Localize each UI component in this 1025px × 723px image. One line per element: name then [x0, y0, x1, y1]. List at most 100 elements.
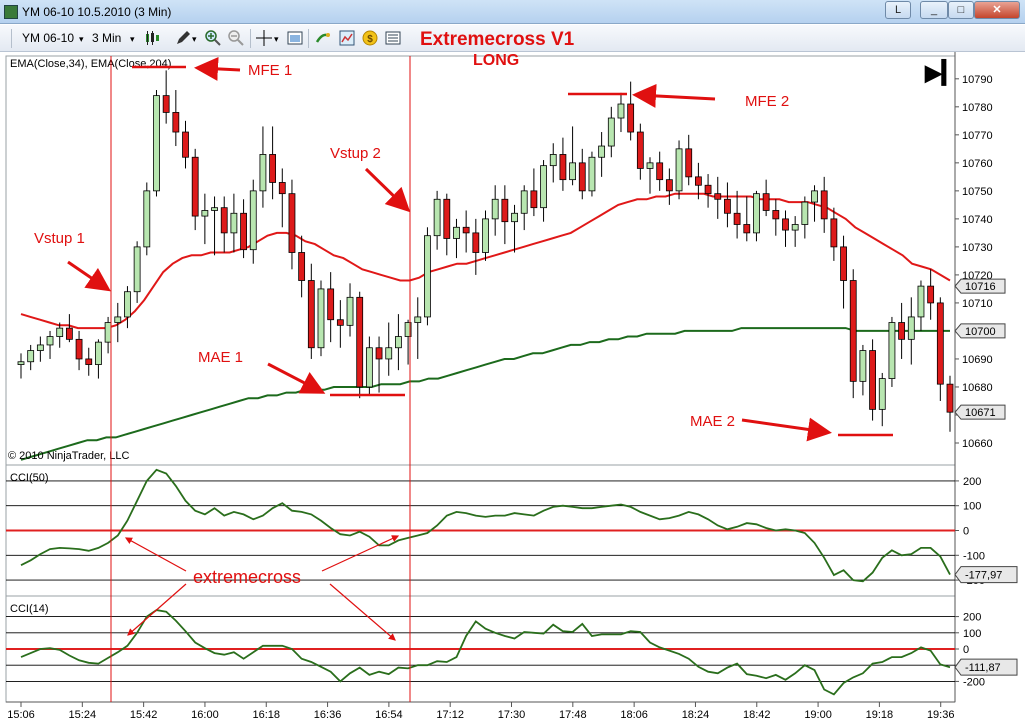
candle-body: [385, 347, 393, 360]
x-tick-label: 19:00: [804, 709, 832, 721]
candle-body: [288, 193, 296, 253]
annotation-arrow: [124, 537, 187, 572]
candle-body: [36, 344, 44, 351]
candle-body: [743, 224, 751, 234]
candle-body: [27, 350, 35, 363]
candle-body: [114, 316, 122, 323]
chevron-down-icon[interactable]: ▾: [274, 34, 279, 44]
price-tick-label: 10740: [962, 214, 993, 226]
x-tick-label: 16:00: [191, 709, 219, 721]
crosshair-icon[interactable]: [256, 30, 272, 46]
candle-body: [259, 154, 267, 192]
candle-body: [772, 210, 780, 220]
interval-selector[interactable]: 3 Min: [92, 31, 122, 45]
candle-body: [317, 288, 325, 349]
candle-body: [898, 322, 906, 340]
candle-body: [307, 280, 315, 349]
strategy-icon[interactable]: [315, 30, 331, 46]
price-tick-label: 10690: [962, 354, 993, 366]
candle-body: [578, 162, 586, 192]
toolbar-separator: [11, 29, 12, 48]
candle-body: [230, 212, 238, 234]
cci-tick-label: 200: [963, 476, 981, 488]
candle-body: [201, 210, 209, 217]
candle-body: [588, 156, 596, 192]
candle-body: [646, 162, 654, 169]
candle-body: [104, 322, 112, 343]
x-tick-label: 19:18: [866, 709, 894, 721]
candle-body: [849, 280, 857, 382]
chart-area[interactable]: 1066010670106801069010700107101072010730…: [0, 52, 1025, 723]
close-button[interactable]: ✕: [974, 1, 1020, 19]
candle-body: [782, 218, 789, 231]
candle-body: [65, 327, 73, 340]
properties-icon[interactable]: [287, 30, 303, 46]
title-bar[interactable]: YM 06-10 10.5.2010 (3 Min) L _ □ ✕: [0, 0, 1025, 24]
ema204-line: [20, 327, 950, 461]
chart-background: [0, 52, 1025, 723]
annotation-arrow: [267, 362, 326, 394]
x-tick-label: 15:06: [7, 709, 35, 721]
candle-body: [724, 198, 731, 214]
minimize-button[interactable]: _: [920, 1, 948, 19]
chart-trader-icon[interactable]: [339, 30, 355, 46]
link-button[interactable]: L: [885, 1, 911, 19]
annotation-arrow: [321, 535, 400, 572]
candle-body: [762, 193, 770, 211]
candle-body: [404, 322, 412, 337]
candle-body: [685, 148, 693, 178]
chevron-down-icon[interactable]: ▾: [130, 34, 135, 44]
cci-value-marker: [954, 658, 1018, 676]
maximize-button[interactable]: □: [948, 1, 974, 19]
candle-body: [298, 252, 306, 281]
candle-body: [559, 154, 567, 181]
annotation-mae1: MAE 1: [198, 349, 243, 366]
annotation-arrow: [67, 260, 111, 292]
cci-tick-label: 0: [963, 644, 969, 656]
svg-text:$: $: [367, 34, 373, 45]
candlestick-icon[interactable]: [144, 30, 160, 46]
candle-body: [365, 347, 373, 388]
candle-body: [346, 296, 354, 326]
dollar-icon[interactable]: $: [362, 30, 378, 46]
pencil-icon[interactable]: [175, 30, 191, 46]
candle-body: [801, 201, 809, 225]
candle-body: [627, 103, 635, 133]
candle-body: [549, 154, 557, 167]
candle-body: [878, 378, 886, 410]
annotation-arrow: [127, 583, 187, 636]
zoom-in-icon[interactable]: [205, 30, 221, 46]
candle-body: [869, 350, 876, 410]
candle-body: [220, 207, 228, 234]
price-panel-title: EMA(Close,34), EMA(Close,204): [10, 58, 171, 70]
candle-body: [46, 336, 54, 346]
price-tick-label: 10760: [962, 158, 993, 170]
candle-body: [182, 131, 189, 158]
candle-body: [607, 117, 615, 147]
toolbar-separator: [250, 29, 251, 48]
annotation-direction: LONG: [473, 52, 520, 69]
candle-body: [501, 198, 509, 223]
cci-tick-label: 100: [963, 501, 981, 513]
annotation-vstup2: Vstup 2: [330, 145, 381, 162]
candle-body: [675, 148, 683, 192]
candle-body: [946, 383, 954, 413]
candle-body: [433, 198, 441, 237]
x-tick-label: 18:06: [620, 709, 648, 721]
candle-body: [598, 145, 606, 158]
candle-body: [249, 190, 257, 251]
data-box-icon[interactable]: [385, 30, 401, 46]
instrument-selector[interactable]: YM 06-10: [22, 31, 75, 45]
candle-body: [636, 131, 644, 169]
candle-body: [540, 165, 547, 209]
candle-body: [704, 184, 712, 195]
candle-body: [520, 190, 528, 214]
zoom-out-icon[interactable]: [228, 30, 244, 46]
annotation-arrow: [329, 583, 396, 641]
chevron-down-icon[interactable]: ▾: [192, 34, 197, 44]
candle-body: [395, 336, 402, 349]
candle-body: [75, 338, 83, 360]
candle-body: [133, 246, 141, 293]
x-tick-label: 16:18: [252, 709, 280, 721]
chevron-down-icon[interactable]: ▾: [79, 34, 84, 44]
